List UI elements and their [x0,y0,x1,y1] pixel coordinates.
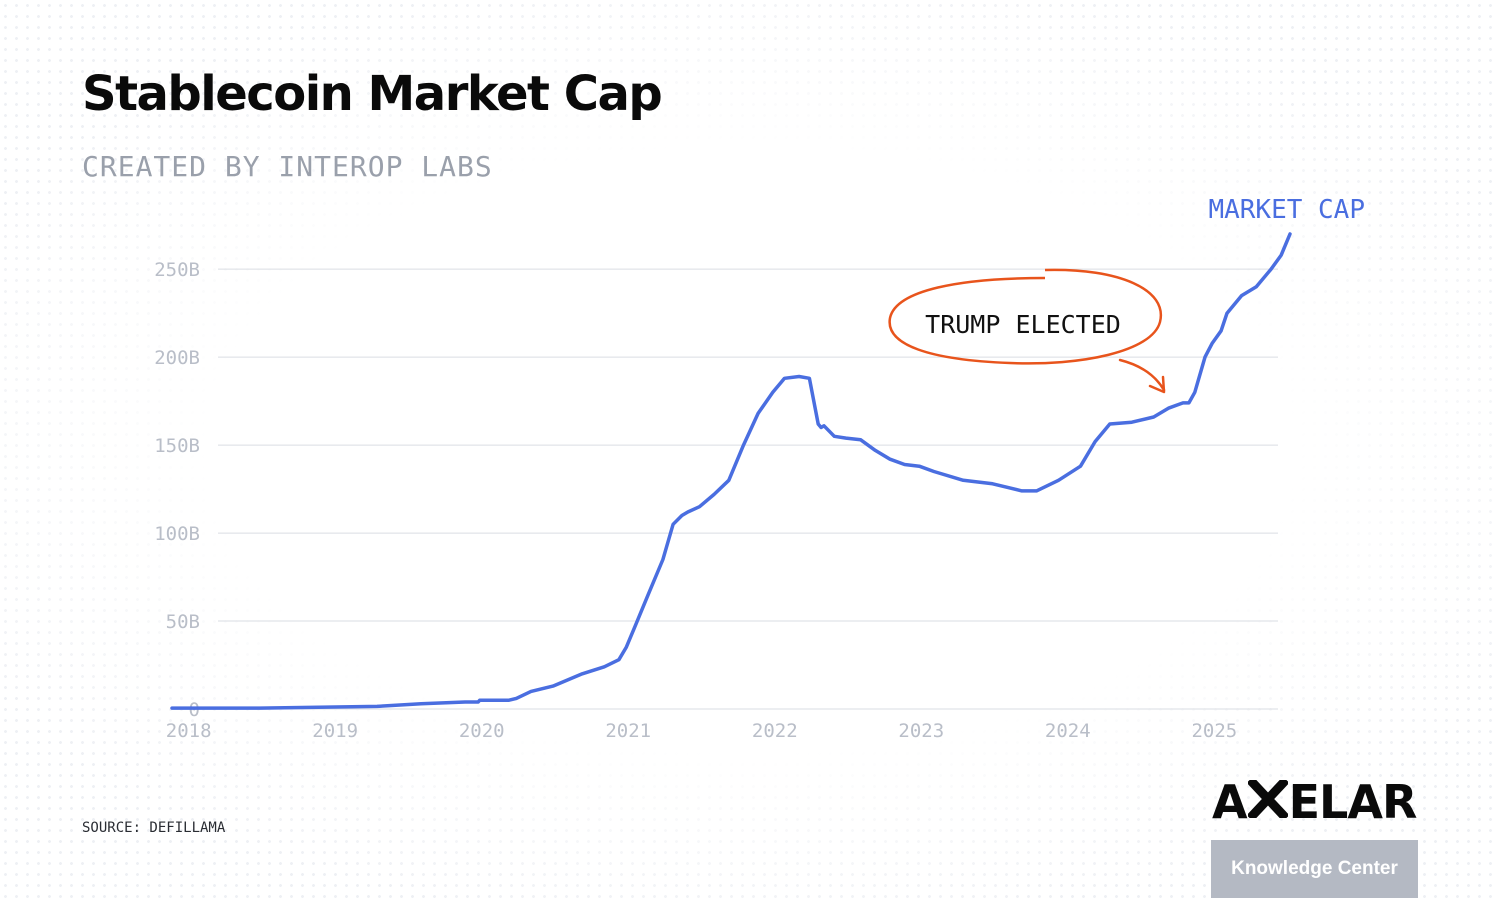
x-tick-label: 2021 [605,720,651,742]
x-tick-label: 2023 [898,720,944,742]
x-tick-label: 2025 [1191,720,1237,742]
axelar-logo: A ELAR [1212,776,1417,828]
y-tick-label: 100B [154,523,200,545]
annotation-label: TRUMP ELECTED [925,310,1121,339]
x-axis-ticks: 2018 2019 2020 2021 2022 2023 2024 2025 [166,720,1237,742]
y-tick-label: 50B [166,611,200,633]
x-tick-label: 2019 [312,720,358,742]
y-axis-ticks: 0 50B 100B 150B 200B 250B [154,259,200,721]
gridlines [218,268,1278,710]
logo-x-icon [1247,780,1288,818]
knowledge-center-badge: Knowledge Center [1211,840,1418,898]
y-tick-label: 250B [154,259,200,281]
annotation-circle [888,268,1163,365]
arrowhead-icon [1148,375,1166,394]
x-tick-label: 2024 [1045,720,1091,742]
market-cap-line [170,232,1292,710]
annotation-trump-elected: TRUMP ELECTED [888,268,1166,394]
series-label-market-cap: MARKET CAP [1208,195,1365,225]
logo-text-left: A [1212,775,1248,829]
annotation-arrow [1118,358,1166,392]
x-tick-label: 2020 [459,720,505,742]
y-tick-label: 150B [154,435,200,457]
y-tick-label: 0 [189,699,200,721]
page-subtitle: CREATED BY INTEROP LABS [82,150,493,183]
x-tick-label: 2022 [752,720,798,742]
page-title: Stablecoin Market Cap [82,66,663,122]
y-tick-label: 200B [154,347,200,369]
logo-text-right: ELAR [1288,775,1418,829]
source-note: SOURCE: DEFILLAMA [82,820,226,836]
x-tick-label: 2018 [166,720,212,742]
